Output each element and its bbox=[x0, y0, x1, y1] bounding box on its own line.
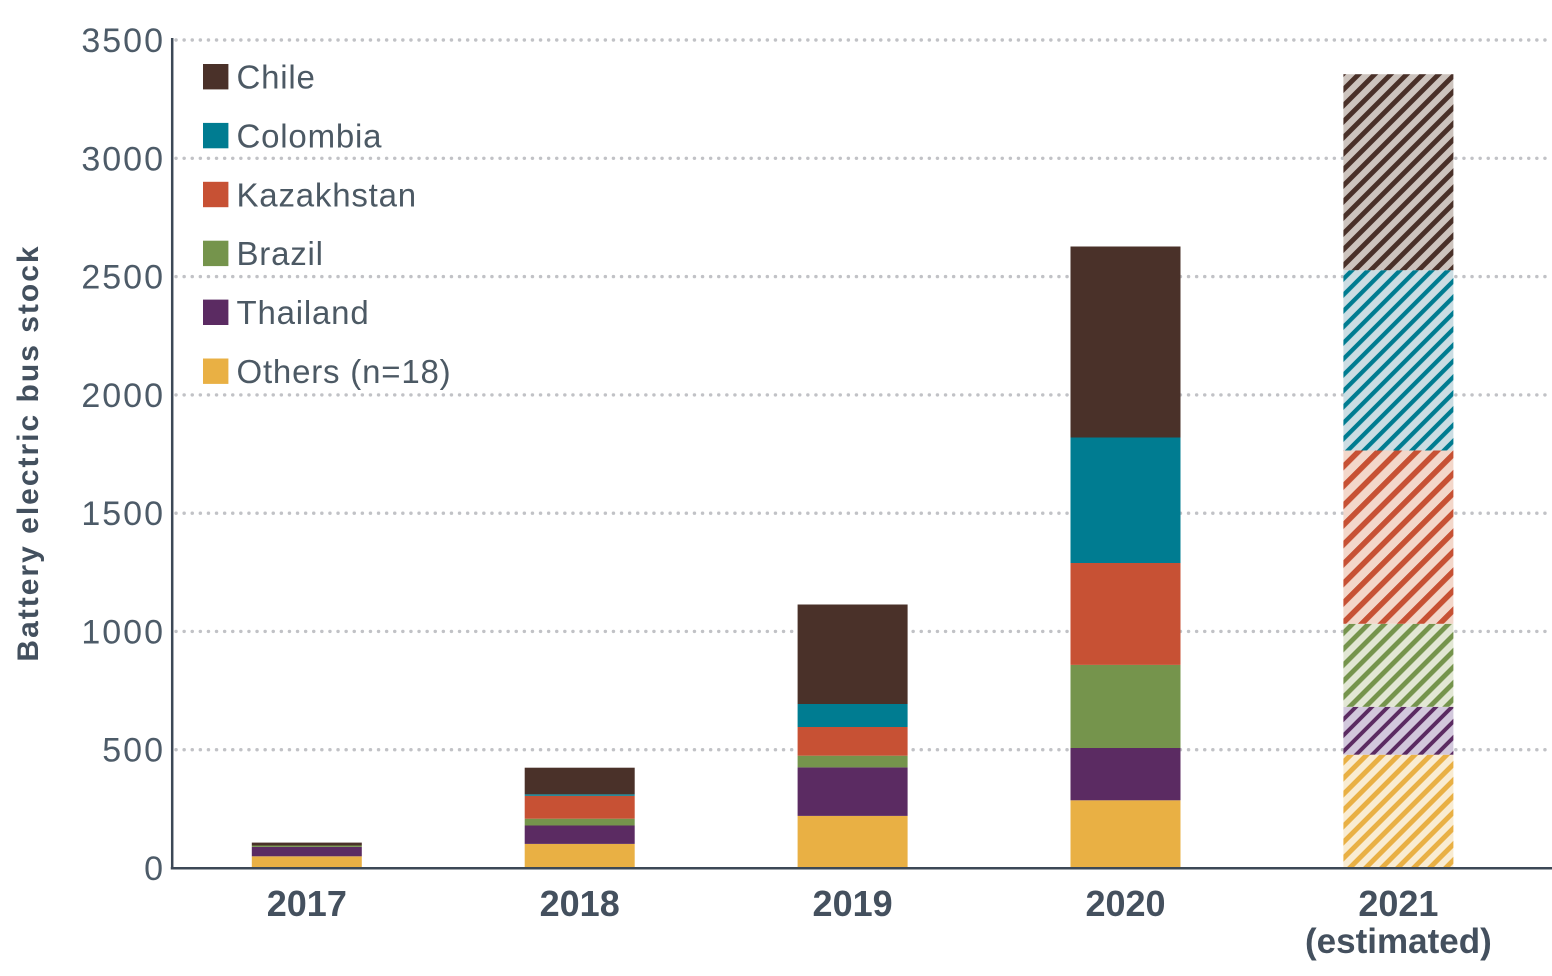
svg-text:2021: 2021 bbox=[1358, 883, 1438, 924]
svg-text:1000: 1000 bbox=[81, 613, 165, 651]
svg-text:500: 500 bbox=[102, 732, 165, 770]
svg-text:2019: 2019 bbox=[813, 883, 893, 924]
svg-text:2020: 2020 bbox=[1085, 883, 1165, 924]
svg-text:2017: 2017 bbox=[267, 883, 347, 924]
svg-text:2018: 2018 bbox=[540, 883, 620, 924]
svg-text:2000: 2000 bbox=[81, 377, 165, 415]
svg-text:Thailand: Thailand bbox=[237, 294, 370, 331]
svg-text:Battery electric bus stock: Battery electric bus stock bbox=[12, 244, 45, 661]
svg-text:3000: 3000 bbox=[81, 140, 165, 178]
svg-text:(estimated): (estimated) bbox=[1305, 922, 1492, 961]
svg-text:1500: 1500 bbox=[81, 495, 165, 533]
svg-text:Others (n=18): Others (n=18) bbox=[237, 353, 452, 390]
svg-text:0: 0 bbox=[144, 850, 165, 888]
svg-text:3500: 3500 bbox=[81, 22, 165, 60]
svg-text:Colombia: Colombia bbox=[237, 117, 383, 154]
svg-text:Kazakhstan: Kazakhstan bbox=[237, 176, 417, 213]
svg-text:Chile: Chile bbox=[237, 59, 316, 96]
svg-text:Brazil: Brazil bbox=[237, 235, 324, 272]
svg-text:2500: 2500 bbox=[81, 259, 165, 297]
